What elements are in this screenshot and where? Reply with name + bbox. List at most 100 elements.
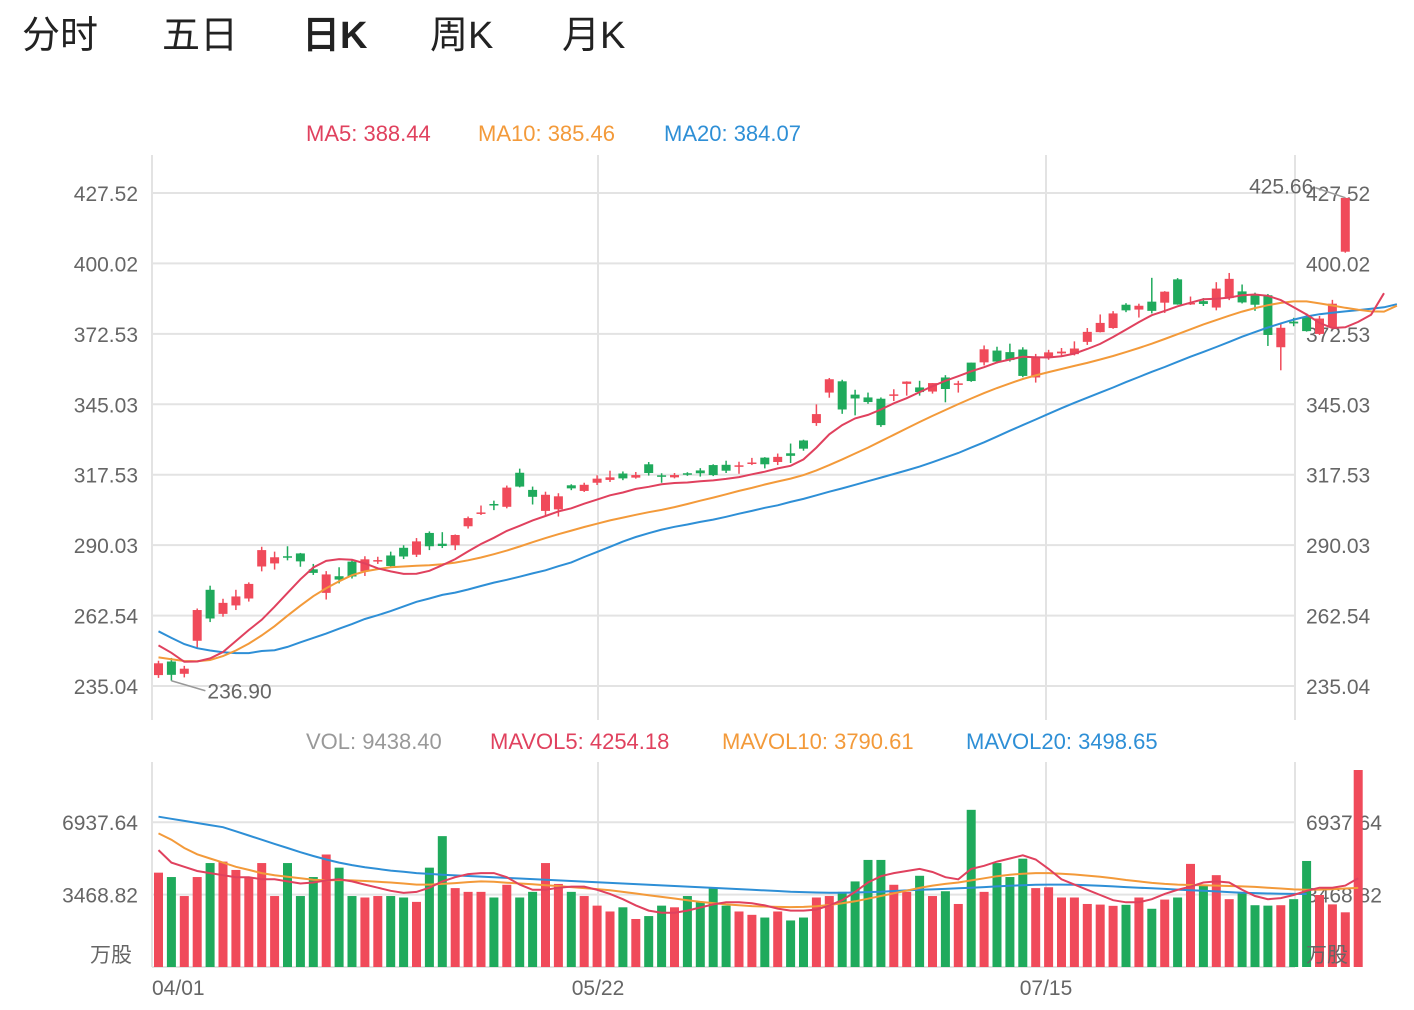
price-tick-label-right: 235.04 bbox=[1306, 676, 1371, 699]
candle-body bbox=[424, 532, 434, 547]
price-tick-label-left: 400.02 bbox=[74, 253, 138, 276]
volume-tick-label-right: 6937.64 bbox=[1306, 812, 1382, 835]
volume-bar bbox=[579, 896, 589, 967]
volume-bar bbox=[1082, 903, 1092, 967]
tab-intraday[interactable]: 分时 bbox=[22, 15, 99, 57]
volume-bar bbox=[1186, 863, 1195, 967]
candle-body bbox=[257, 550, 267, 567]
candle-body bbox=[1198, 301, 1208, 304]
volume-bar bbox=[631, 918, 641, 967]
candle-body bbox=[399, 547, 409, 557]
volume-bar bbox=[244, 877, 254, 967]
candle-body bbox=[786, 453, 796, 456]
x-tick-label: 05/22 bbox=[572, 977, 625, 1000]
candle-body bbox=[179, 668, 189, 674]
candle-body bbox=[695, 470, 705, 474]
candle-body bbox=[1044, 352, 1054, 358]
candle-body bbox=[1263, 295, 1273, 335]
volume-bar bbox=[747, 914, 757, 967]
volume-bar bbox=[1289, 899, 1299, 967]
volume-bar bbox=[682, 896, 692, 967]
candle-body bbox=[682, 473, 692, 475]
volume-bar bbox=[1224, 899, 1234, 967]
volume-bar bbox=[515, 897, 525, 967]
volume-bar bbox=[721, 905, 731, 967]
annotations: 425.66 236.90 bbox=[171, 176, 1346, 704]
volume-bar bbox=[502, 884, 512, 967]
volume-bar bbox=[1044, 887, 1054, 967]
candle-body bbox=[618, 473, 628, 479]
volume-bar bbox=[424, 867, 434, 967]
volume-bar bbox=[657, 905, 667, 967]
price-tick-label-left: 290.03 bbox=[74, 535, 138, 558]
tab-monthly-k[interactable]: 月K bbox=[562, 15, 626, 57]
candle-body bbox=[760, 457, 770, 465]
mavol10-legend: MAVOL10: 3790.61 bbox=[722, 729, 914, 754]
candle-body bbox=[863, 397, 873, 403]
tab-five-day[interactable]: 五日 bbox=[162, 15, 239, 57]
candle-body bbox=[1315, 318, 1324, 334]
volume-bar bbox=[308, 877, 318, 967]
candle-body bbox=[283, 556, 292, 558]
mavol5-legend: MAVOL5: 4254.18 bbox=[490, 729, 669, 754]
volume-bar bbox=[953, 903, 963, 967]
volume-bar bbox=[760, 917, 770, 967]
volume-bar bbox=[799, 917, 808, 967]
volume-bar bbox=[1134, 897, 1144, 967]
candle-body bbox=[412, 541, 421, 555]
volume-bar bbox=[695, 901, 705, 967]
volume-bar bbox=[321, 854, 331, 967]
volume-unit-right: 万股 bbox=[1306, 944, 1348, 967]
candle-body bbox=[1031, 356, 1041, 378]
volume-bar bbox=[1276, 905, 1286, 967]
candle-body bbox=[1121, 304, 1131, 311]
volume-bar bbox=[528, 891, 538, 967]
candle-body bbox=[1147, 301, 1157, 311]
volume-bar bbox=[992, 863, 1002, 967]
candle-body bbox=[915, 387, 925, 393]
volume-bar bbox=[928, 896, 937, 967]
price-tick-label-left: 262.54 bbox=[74, 606, 139, 629]
tab-weekly-k[interactable]: 周K bbox=[430, 15, 494, 57]
price-ma-lines bbox=[158, 292, 1398, 663]
volume-bar bbox=[192, 877, 202, 967]
candle-body bbox=[386, 555, 396, 566]
volume-bar bbox=[1315, 894, 1324, 967]
volume-bar bbox=[154, 872, 163, 967]
volume-bar bbox=[850, 881, 860, 967]
ma20-legend: MA20: 384.07 bbox=[664, 121, 801, 146]
candle-body bbox=[734, 465, 744, 467]
candle-body bbox=[824, 379, 834, 393]
candle-body bbox=[579, 484, 589, 491]
volume-bar bbox=[1327, 904, 1337, 967]
volume-bar bbox=[811, 897, 821, 967]
volume-bar bbox=[1302, 860, 1312, 967]
candle-body bbox=[1057, 351, 1066, 354]
candle-body bbox=[1069, 348, 1079, 355]
candle-body bbox=[644, 464, 654, 474]
volume-bar bbox=[257, 863, 267, 967]
candle-body bbox=[1108, 313, 1118, 329]
low-callout-label: 236.90 bbox=[207, 681, 271, 704]
candle-body bbox=[799, 440, 808, 449]
price-tick-label-left: 235.04 bbox=[74, 676, 139, 699]
tab-daily-k[interactable]: 日K bbox=[302, 15, 368, 57]
candle-body bbox=[837, 381, 847, 410]
candle-body bbox=[811, 414, 821, 424]
ma10-legend: MA10: 385.46 bbox=[478, 121, 615, 146]
volume-bar bbox=[1198, 886, 1208, 967]
candle-body bbox=[1327, 303, 1337, 328]
volume-bar bbox=[166, 877, 176, 967]
price-tick-label-right: 400.02 bbox=[1306, 253, 1370, 276]
volume-ma-lines bbox=[157, 815, 1359, 914]
volume-bar bbox=[592, 905, 602, 967]
volume-bar bbox=[412, 901, 421, 967]
x-axis: 04/01 05/22 07/15 bbox=[152, 977, 1072, 1000]
volume-bars bbox=[154, 770, 1363, 967]
volume-bar bbox=[876, 859, 886, 967]
candle-body bbox=[192, 610, 202, 641]
price-tick-label-left: 372.53 bbox=[74, 324, 138, 347]
candle-body bbox=[270, 557, 280, 564]
high-callout-label: 425.66 bbox=[1249, 176, 1313, 199]
